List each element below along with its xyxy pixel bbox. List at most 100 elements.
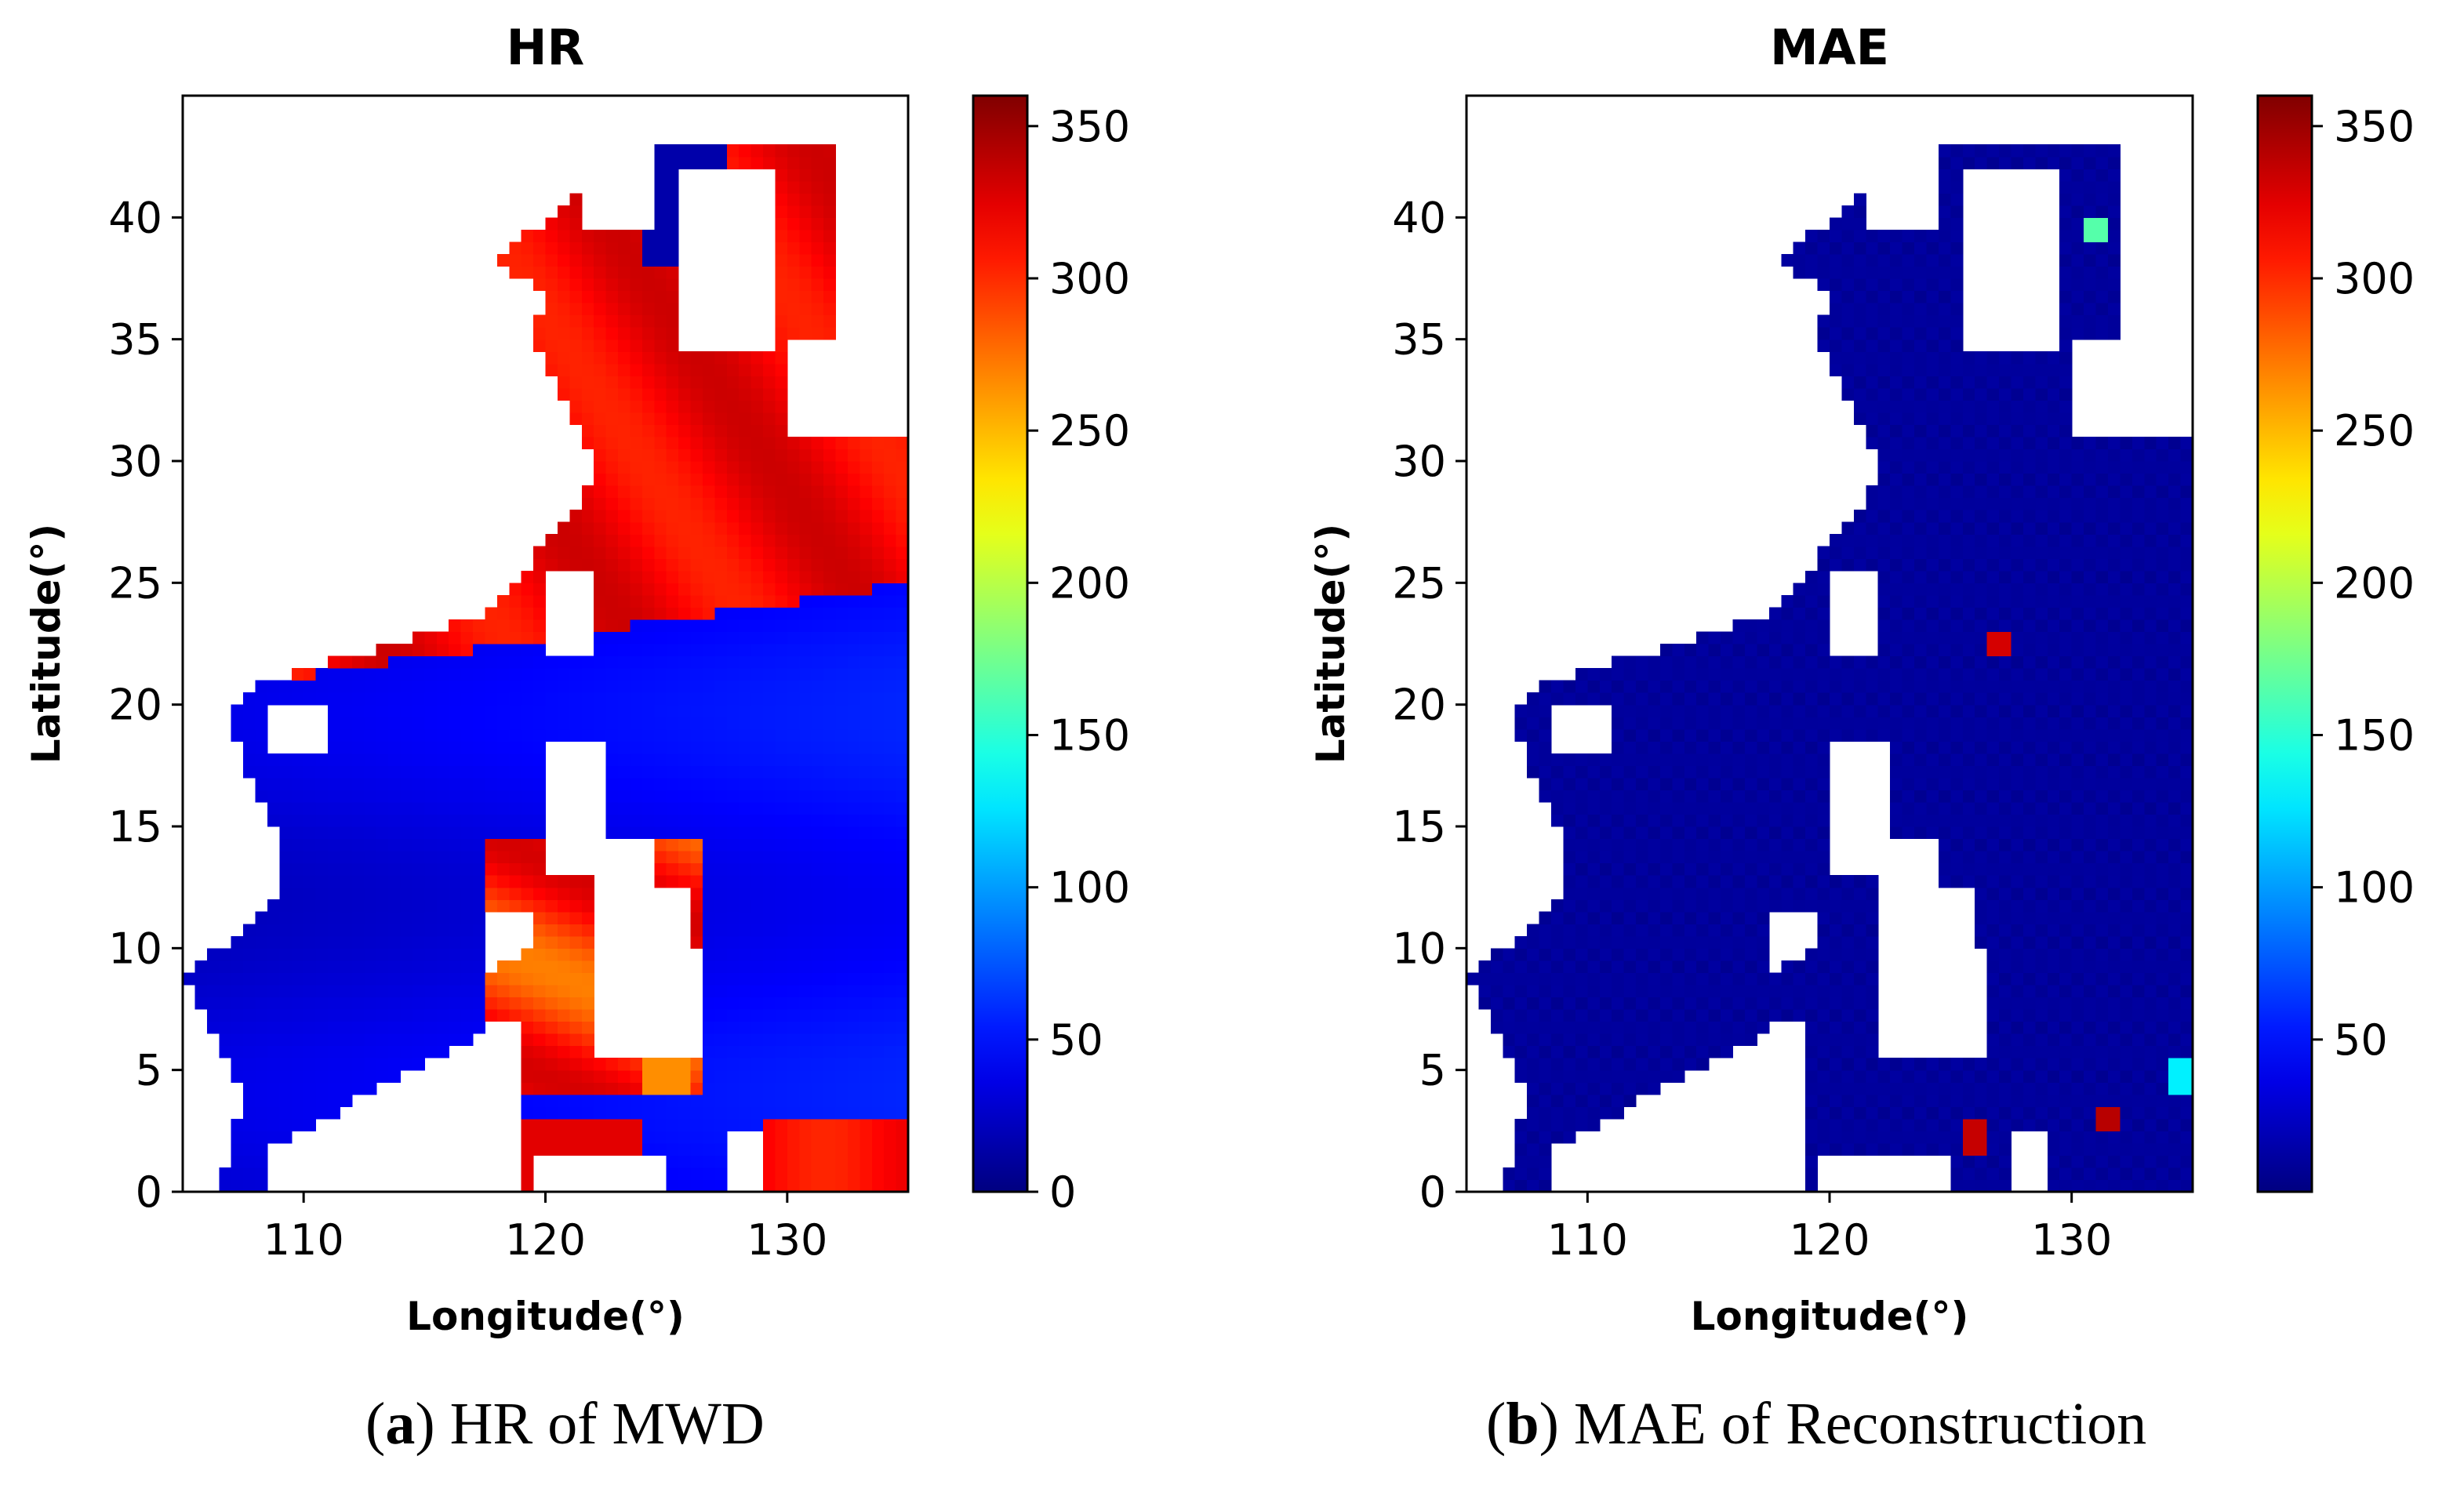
- heatmap-cell: [1721, 801, 1734, 815]
- heatmap-cell: [496, 668, 510, 681]
- heatmap-cell: [2047, 838, 2060, 851]
- heatmap-cell: [1648, 728, 1661, 742]
- heatmap-cell: [1659, 984, 1673, 998]
- heatmap-cell: [1986, 728, 2000, 742]
- heatmap-cell: [460, 851, 474, 864]
- heatmap-cell: [1659, 838, 1673, 851]
- heatmap-cell: [702, 790, 715, 803]
- heatmap-cell: [2059, 875, 2073, 888]
- heatmap-cell: [666, 303, 679, 316]
- heatmap-cell: [641, 1106, 655, 1120]
- heatmap-cell: [666, 327, 679, 340]
- heatmap-cell: [2095, 924, 2109, 937]
- heatmap-cell: [1866, 960, 1879, 973]
- heatmap-cell: [859, 935, 873, 949]
- heatmap-cell: [763, 814, 776, 827]
- heatmap-cell: [424, 997, 438, 1010]
- heatmap-cell: [533, 1142, 547, 1156]
- heatmap-cell: [315, 814, 329, 827]
- heatmap-cell: [618, 777, 631, 790]
- heatmap-cell: [1539, 1082, 1552, 1095]
- heatmap-cell: [545, 1045, 558, 1058]
- heatmap-cell: [376, 911, 389, 924]
- heatmap-cell: [2144, 862, 2157, 876]
- heatmap-cell: [340, 655, 353, 669]
- heatmap-cell: [291, 753, 304, 766]
- heatmap-cell: [739, 777, 752, 790]
- heatmap-cell: [714, 376, 728, 389]
- heatmap-cell: [1975, 644, 1988, 657]
- heatmap-cell: [763, 351, 776, 365]
- heatmap-cell: [775, 911, 788, 924]
- heatmap-cell: [485, 619, 498, 633]
- heatmap-cell: [364, 655, 377, 669]
- heatmap-cell: [811, 229, 824, 242]
- heatmap-cell: [714, 728, 728, 742]
- heatmap-cell: [799, 1131, 812, 1144]
- heatmap-cell: [763, 692, 776, 706]
- heatmap-cell: [2156, 862, 2169, 876]
- heatmap-cell: [376, 1009, 389, 1022]
- heatmap-cell: [2120, 935, 2133, 949]
- heatmap-cell: [1938, 777, 1951, 790]
- heatmap-cell: [775, 594, 788, 608]
- heatmap-cell: [2095, 717, 2109, 730]
- heatmap-cell: [666, 497, 679, 510]
- heatmap-cell: [1636, 801, 1649, 815]
- heatmap-cell: [2107, 911, 2121, 924]
- heatmap-cell: [775, 862, 788, 876]
- heatmap-cell: [690, 1094, 703, 1107]
- heatmap-cell: [509, 997, 522, 1010]
- heatmap-cell: [2059, 1021, 2073, 1034]
- heatmap-cell: [690, 363, 703, 376]
- heatmap-cell: [1672, 935, 1685, 949]
- heatmap-cell: [533, 851, 547, 864]
- heatmap-cell: [1575, 668, 1588, 681]
- heatmap-cell: [364, 899, 377, 913]
- heatmap-cell: [328, 704, 341, 717]
- heatmap-cell: [509, 241, 522, 255]
- heatmap-cell: [871, 1058, 885, 1071]
- heatmap-cell: [1866, 1069, 1879, 1083]
- heatmap-cell: [750, 376, 764, 389]
- heatmap-cell: [1539, 1094, 1552, 1107]
- heatmap-cell: [2120, 851, 2133, 864]
- heatmap-cell: [678, 424, 692, 438]
- heatmap-cell: [1539, 1009, 1552, 1022]
- heatmap-cell: [654, 753, 667, 766]
- heatmap-cell: [678, 851, 692, 864]
- heatmap-cell: [2120, 887, 2133, 900]
- heatmap-cell: [194, 997, 208, 1010]
- heatmap-cell: [2120, 765, 2133, 779]
- heatmap-cell: [219, 1033, 232, 1047]
- heatmap-cell: [1757, 741, 1770, 754]
- heatmap-cell: [594, 387, 607, 401]
- heatmap-cell: [460, 984, 474, 998]
- heatmap-cell: [1962, 875, 1975, 888]
- heatmap-cell: [460, 704, 474, 717]
- heatmap-cell: [690, 644, 703, 657]
- heatmap-cell: [1551, 1033, 1565, 1047]
- heatmap-cell: [496, 765, 510, 779]
- heatmap-cell: [2131, 668, 2145, 681]
- heatmap-cell: [2022, 838, 2036, 851]
- heatmap-cell: [1999, 911, 2012, 924]
- heatmap-cell: [739, 436, 752, 450]
- heatmap-cell: [533, 1009, 547, 1022]
- heatmap-cell: [1866, 704, 1879, 717]
- heatmap-cell: [823, 717, 837, 730]
- heatmap-cell: [1986, 1106, 2000, 1120]
- heatmap-cell: [279, 887, 293, 900]
- heatmap-cell: [1636, 728, 1649, 742]
- heatmap-cell: [1853, 1082, 1866, 1095]
- heatmap-cell: [2011, 924, 2024, 937]
- heatmap-cell: [739, 583, 752, 596]
- heatmap-cell: [303, 911, 317, 924]
- heatmap-cell: [690, 594, 703, 608]
- heatmap-cell: [376, 728, 389, 742]
- heatmap-cell: [1781, 741, 1794, 754]
- heatmap-cell: [823, 1021, 837, 1034]
- heatmap-cell: [847, 753, 860, 766]
- heatmap-cell: [351, 1009, 365, 1022]
- heatmap-cell: [340, 680, 353, 693]
